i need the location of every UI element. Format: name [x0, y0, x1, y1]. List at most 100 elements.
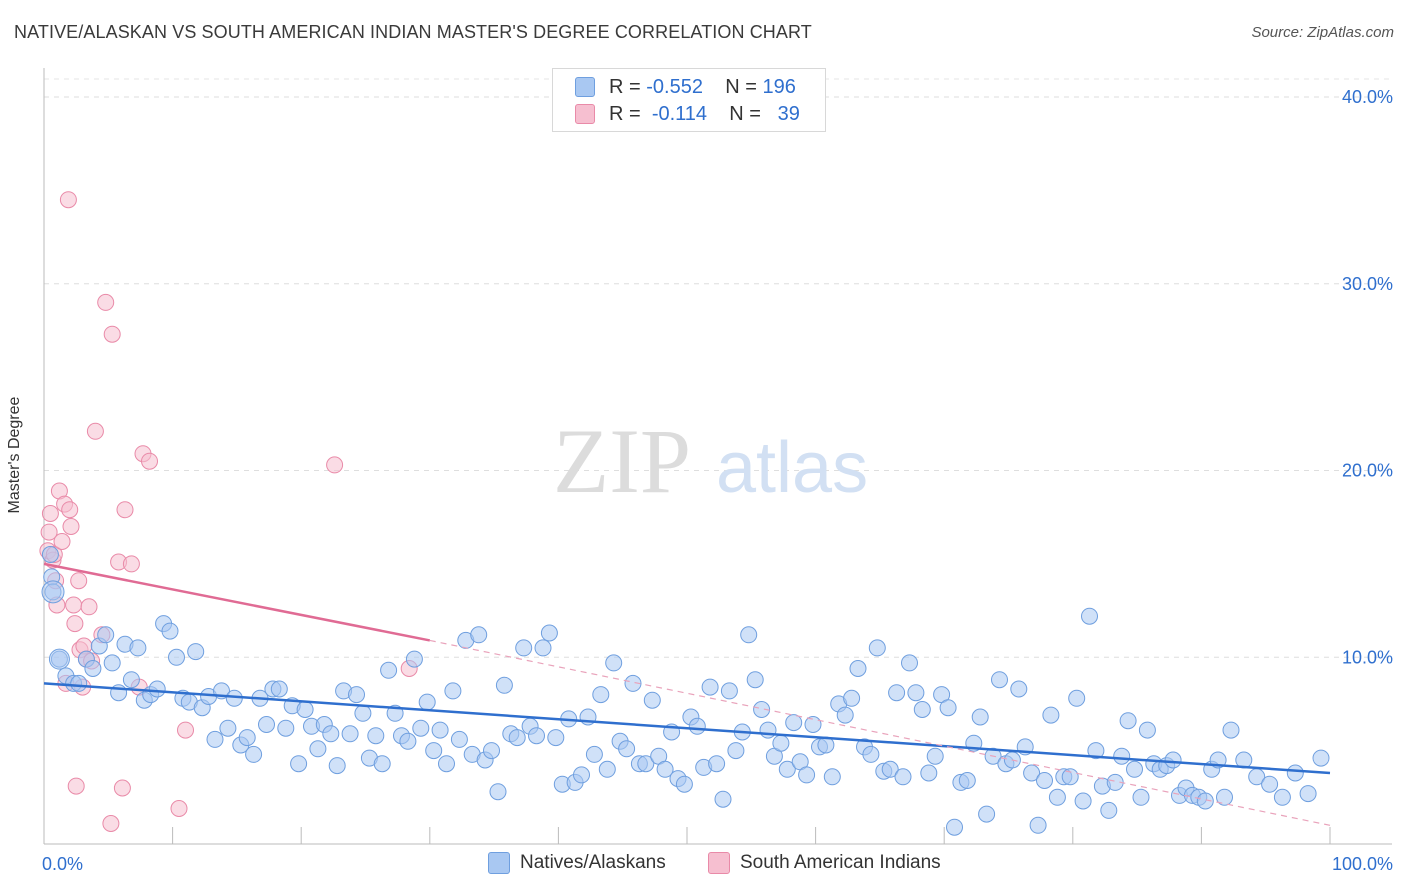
data-point	[836, 706, 854, 724]
watermark-zip: ZIP	[553, 410, 691, 512]
trend-line-natives	[43, 682, 1331, 775]
data-point	[489, 783, 507, 801]
grid-lines	[44, 78, 1392, 658]
data-point	[1299, 785, 1317, 803]
data-point	[991, 671, 1008, 689]
data-point	[103, 325, 121, 343]
data-point	[67, 777, 85, 795]
data-point	[290, 755, 308, 773]
data-point	[1042, 706, 1060, 724]
data-point	[1164, 751, 1182, 769]
data-point	[1100, 801, 1118, 819]
data-point	[326, 456, 344, 474]
legend-n-value: 196	[762, 75, 796, 98]
data-point	[367, 727, 385, 745]
data-point	[470, 626, 488, 644]
data-point	[534, 639, 552, 657]
data-point	[70, 572, 88, 590]
bottom-legend-natives: Natives/Alaskans	[488, 852, 666, 874]
data-point	[585, 745, 603, 763]
data-point	[65, 596, 83, 614]
y-tick-label: 30.0%	[1342, 274, 1393, 294]
data-point	[425, 742, 443, 760]
legend-swatch-natives	[575, 77, 595, 97]
data-point	[1068, 689, 1086, 707]
data-point	[102, 815, 120, 832]
data-point	[1061, 768, 1079, 786]
data-point	[245, 745, 263, 763]
data-point	[1273, 788, 1291, 806]
data-point	[322, 725, 340, 743]
y-tick-label: 40.0%	[1342, 87, 1393, 107]
data-point	[431, 721, 449, 739]
data-point	[913, 701, 931, 718]
data-point	[907, 684, 925, 702]
data-point	[1138, 721, 1156, 739]
data-point	[643, 691, 661, 709]
data-point	[624, 674, 642, 692]
data-point	[1261, 775, 1279, 793]
data-point	[515, 639, 533, 657]
data-point	[399, 732, 417, 750]
data-point	[122, 555, 140, 573]
data-point	[675, 775, 693, 793]
legend-r-value: -0.552	[646, 75, 703, 98]
bottom-legend-label-natives: Natives/Alaskans	[520, 852, 666, 873]
legend-n-label: N =	[725, 75, 757, 98]
data-point	[753, 701, 771, 718]
data-point	[495, 676, 513, 694]
x-tick-label: 100.0%	[1332, 854, 1393, 874]
data-point	[116, 501, 134, 519]
series-natives-alaskans	[41, 546, 1330, 836]
trend-line-south-american	[43, 562, 431, 642]
data-point	[277, 719, 295, 737]
data-point	[708, 755, 726, 773]
legend-row-natives: R = -0.552 N = 196	[575, 75, 796, 99]
data-point	[161, 622, 179, 640]
data-point	[444, 682, 462, 700]
data-point	[206, 730, 224, 748]
legend-r-value: -0.114	[651, 102, 708, 125]
data-point	[59, 191, 77, 209]
data-point	[113, 779, 131, 797]
data-point	[605, 654, 623, 672]
data-point	[97, 293, 115, 311]
data-point	[84, 660, 102, 677]
data-point	[41, 580, 65, 604]
data-point	[508, 729, 526, 747]
data-point	[40, 523, 58, 541]
data-point	[41, 546, 59, 563]
y-tick-label: 20.0%	[1342, 461, 1393, 481]
data-point	[258, 716, 275, 733]
data-point	[843, 689, 861, 707]
correlation-legend: R = -0.552 N = 196 R = -0.114 N = 39	[552, 68, 826, 132]
data-point	[637, 755, 655, 773]
axes	[43, 68, 1392, 845]
x-tick-label: 0.0%	[42, 854, 83, 874]
data-point	[53, 533, 71, 550]
watermark-atlas: atlas	[716, 428, 868, 508]
data-point	[540, 624, 558, 642]
data-point	[862, 745, 880, 763]
data-point	[740, 626, 758, 644]
data-point	[122, 671, 140, 689]
data-point	[727, 742, 745, 760]
data-point	[720, 682, 738, 700]
data-point	[61, 501, 79, 519]
data-point	[348, 686, 365, 704]
data-point	[328, 757, 346, 775]
data-point	[418, 693, 436, 711]
data-point	[868, 639, 886, 657]
data-point	[926, 747, 944, 765]
data-point	[759, 721, 777, 739]
tick-labels: 10.0% 20.0% 30.0% 40.0% 0.0% 100.0%	[42, 87, 1393, 874]
data-point	[656, 760, 674, 778]
data-point	[1132, 788, 1150, 806]
data-point	[920, 764, 938, 782]
trend-line-south-american-extension	[429, 639, 1331, 826]
data-point	[978, 805, 996, 823]
data-point	[141, 452, 158, 470]
data-point	[97, 626, 115, 644]
data-point	[66, 615, 84, 633]
